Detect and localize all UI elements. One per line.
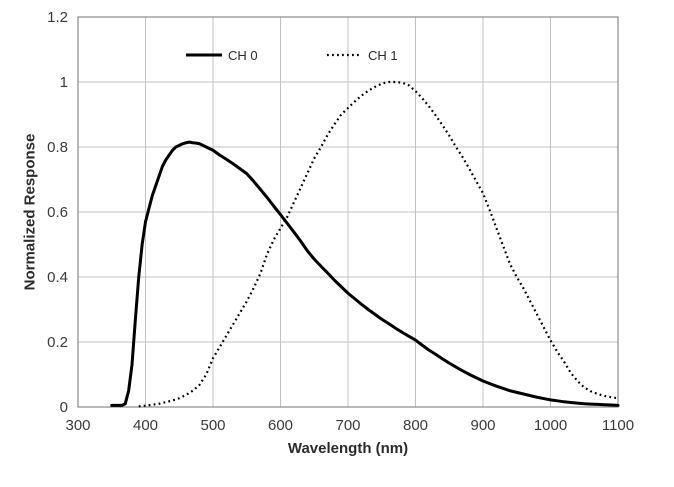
y-tick-label-0.6: 0.6: [47, 204, 68, 221]
legend-item-ch1: CH 1: [326, 47, 398, 63]
x-tick-label-1100: 1100: [602, 417, 634, 434]
x-tick-label-500: 500: [200, 417, 225, 434]
y-axis-title: Normalized Response: [21, 133, 39, 291]
x-tick-label-300: 300: [65, 417, 90, 434]
x-tick-label-700: 700: [335, 417, 360, 434]
x-tick-label-600: 600: [268, 417, 293, 434]
y-tick-label-1: 1: [60, 74, 68, 91]
y-tick-label-0.4: 0.4: [47, 269, 68, 286]
x-tick-label-800: 800: [403, 417, 428, 434]
plot-border: [77, 16, 619, 408]
legend-label-ch0: CH 0: [228, 47, 258, 63]
x-axis-title: Wavelength (nm): [287, 440, 409, 457]
legend-label-ch1: CH 1: [368, 47, 398, 63]
ch0-curve: [110, 140, 620, 407]
dotted-line-icon: [327, 53, 362, 57]
y-tick-label-0.2: 0.2: [47, 334, 68, 351]
y-tick-label-0: 0: [60, 399, 68, 416]
x-tick-label-1000: 1000: [534, 417, 567, 434]
y-tick-label-1.2: 1.2: [47, 9, 68, 26]
x-tick-label-400: 400: [133, 417, 158, 434]
solid-line-icon: [186, 53, 222, 57]
legend-item-ch0: CH 0: [186, 47, 258, 63]
x-tick-label-900: 900: [470, 417, 495, 434]
y-tick-label-0.8: 0.8: [47, 139, 68, 156]
ch1-curve: [138, 80, 619, 408]
